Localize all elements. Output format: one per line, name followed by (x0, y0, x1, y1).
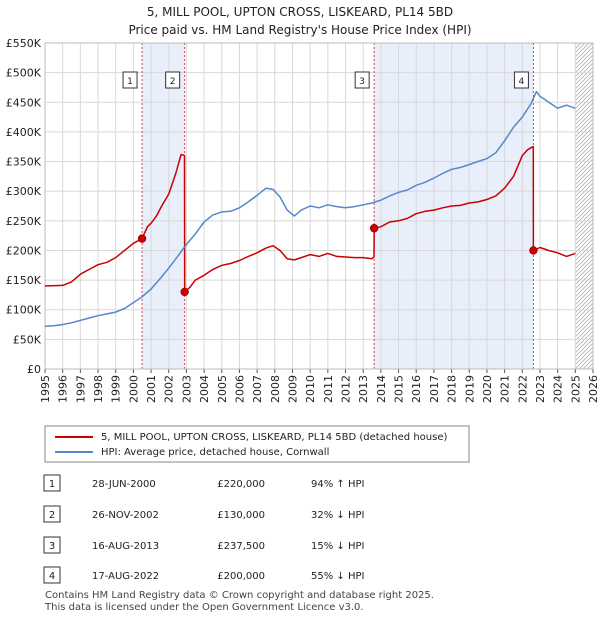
sale-marker-box (513, 71, 529, 89)
y-tick-label: £350K (6, 156, 42, 169)
sale-badge-number: 1 (49, 479, 55, 490)
x-tick-label: 2001 (145, 375, 158, 403)
y-tick-label: £250K (6, 215, 42, 228)
x-tick-label: 2024 (552, 375, 565, 403)
y-tick-label: £50K (13, 333, 42, 346)
y-tick-label: £300K (6, 185, 42, 198)
y-tick-label: £500K (6, 67, 42, 80)
sale-badge-number: 2 (49, 510, 55, 521)
sale-hpi-comparison: 94% ↑ HPI (311, 479, 364, 490)
y-tick-label: £150K (6, 274, 42, 287)
sale-badge-box (43, 566, 61, 584)
sale-price: £200,000 (217, 571, 265, 582)
x-tick-label: 2010 (304, 375, 317, 403)
sale-hpi-comparison: 32% ↓ HPI (311, 510, 364, 521)
x-tick-label: 2018 (446, 375, 459, 403)
x-tick-label: 1996 (57, 375, 70, 403)
sale-badge-number: 3 (49, 541, 55, 552)
footer-copyright: Contains HM Land Registry data © Crown c… (45, 590, 434, 601)
y-tick-label: £450K (6, 96, 42, 109)
sale-badge-number: 4 (49, 571, 55, 582)
sale-price: £220,000 (217, 479, 265, 490)
sale-date: 16-AUG-2013 (92, 541, 159, 552)
sale-marker-number: 2 (170, 77, 176, 87)
x-tick-label: 2019 (463, 375, 476, 403)
x-tick-label: 2025 (569, 375, 582, 403)
sale-hpi-comparison: 55% ↓ HPI (311, 571, 364, 582)
future-hatch (575, 43, 593, 369)
x-tick-label: 2023 (534, 375, 547, 403)
x-tick-label: 2020 (481, 375, 494, 403)
x-tick-label: 2003 (180, 375, 193, 403)
x-tick-label: 2006 (233, 375, 246, 403)
legend-label-hpi: HPI: Average price, detached house, Corn… (101, 447, 329, 458)
sale-badge-box (43, 474, 61, 492)
sale-marker-box (354, 71, 370, 89)
sale-point (180, 287, 189, 297)
x-tick-label: 2013 (357, 375, 370, 403)
x-tick-label: 2007 (251, 375, 264, 403)
sales-row: 4 17-AUG-2022 £200,000 55% ↓ HPI (43, 566, 364, 584)
x-tick-label: 2000 (127, 375, 140, 403)
x-tick-label: 2009 (286, 375, 299, 403)
legend-box (44, 425, 470, 463)
sale-price: £130,000 (217, 510, 265, 521)
x-tick-label: 2005 (216, 375, 229, 403)
x-tick-label: 2011 (322, 375, 335, 403)
sale-marker-number: 3 (359, 77, 365, 87)
sales-table: 1 28-JUN-2000 £220,000 94% ↑ HPI 2 26-NO… (43, 474, 364, 584)
x-tick-label: 2008 (269, 375, 282, 403)
sale-price: £237,500 (217, 541, 265, 552)
sale-marker-number: 4 (519, 77, 525, 87)
x-tick-label: 2002 (163, 375, 176, 403)
hpi-line (44, 90, 576, 328)
x-tick-label: 1995 (39, 375, 52, 403)
y-tick-label: £0 (27, 363, 41, 376)
x-tick-label: 2014 (375, 375, 388, 403)
y-tick-label: £400K (6, 126, 42, 139)
x-tick-label: 2016 (410, 375, 423, 403)
footer-licence: This data is licensed under the Open Gov… (44, 602, 364, 613)
sales-row: 1 28-JUN-2000 £220,000 94% ↑ HPI (43, 474, 364, 492)
sales-row: 3 16-AUG-2013 £237,500 15% ↓ HPI (43, 536, 364, 554)
sale-point (137, 234, 147, 243)
x-tick-label: 2015 (393, 375, 406, 403)
x-tick-label: 1998 (92, 375, 105, 403)
x-tick-label: 2012 (340, 375, 353, 403)
sale-marker-box (165, 71, 181, 89)
sale-badge-box (43, 505, 61, 523)
x-tick-label: 1997 (74, 375, 87, 403)
y-tick-label: £200K (6, 244, 42, 257)
sale-marker-box (122, 71, 138, 89)
plot-border (44, 42, 594, 370)
x-tick-label: 2026 (587, 375, 600, 403)
x-tick-label: 1999 (110, 375, 123, 403)
property-price-line (44, 145, 576, 293)
x-tick-label: 2017 (428, 375, 441, 403)
sale-marker-number: 1 (127, 77, 133, 87)
chart-title: 5, MILL POOL, UPTON CROSS, LISKEARD, PL1… (147, 5, 453, 19)
sales-row: 2 26-NOV-2002 £130,000 32% ↓ HPI (43, 505, 364, 523)
sale-badge-box (43, 536, 61, 554)
legend-label-property: 5, MILL POOL, UPTON CROSS, LISKEARD, PL1… (101, 432, 447, 443)
x-tick-label: 2004 (198, 375, 211, 403)
sale-date: 26-NOV-2002 (92, 510, 159, 521)
x-tick-label: 2021 (499, 375, 512, 403)
chart-subtitle: Price paid vs. HM Land Registry's House … (128, 23, 471, 37)
shaded-range (142, 43, 185, 369)
sale-point (369, 224, 379, 233)
y-tick-label: £100K (6, 304, 42, 317)
sale-point (529, 246, 538, 255)
sale-date: 28-JUN-2000 (92, 479, 156, 490)
sale-hpi-comparison: 15% ↓ HPI (311, 541, 364, 552)
x-tick-label: 2022 (516, 375, 529, 403)
sale-date: 17-AUG-2022 (92, 571, 159, 582)
y-tick-label: £550K (6, 37, 42, 50)
